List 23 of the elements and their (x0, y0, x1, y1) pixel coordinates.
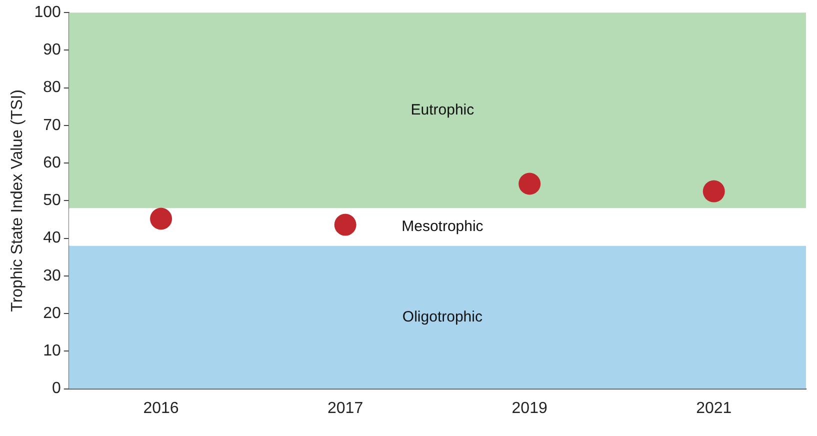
y-axis-title: Trophic State Index Value (TSI) (9, 90, 26, 312)
band-label: Oligotrophic (402, 308, 483, 326)
y-tick-label: 90 (43, 42, 61, 59)
band-label: Eutrophic (410, 102, 475, 119)
y-tick-label: 20 (43, 304, 61, 322)
x-tick-label: 2021 (696, 400, 732, 417)
y-tick-label: 50 (43, 192, 61, 210)
y-tick-label: 40 (43, 230, 61, 247)
y-tick-label: 80 (43, 79, 61, 96)
point (150, 208, 172, 230)
point (518, 172, 541, 195)
band-label: Mesotrophic (402, 218, 484, 236)
y-tick-label: 60 (43, 154, 61, 172)
y-tick-label: 30 (43, 267, 61, 284)
x-tick-label: 2017 (328, 400, 364, 417)
y-tick-label: 10 (43, 342, 61, 360)
x-tick-label: 2016 (143, 400, 179, 417)
point (702, 180, 725, 202)
x-tick-label: 2019 (512, 400, 548, 417)
y-tick-label: 0 (52, 380, 61, 398)
y-tick-label: 70 (43, 116, 61, 134)
y-tick-label: 100 (34, 4, 61, 22)
point (334, 214, 356, 236)
